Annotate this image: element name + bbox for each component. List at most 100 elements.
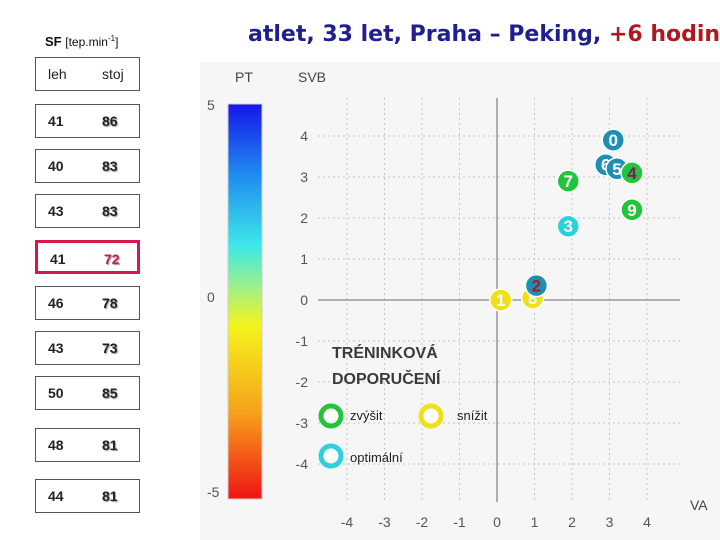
pt-color-bar — [227, 103, 263, 500]
data-point-label: 4 — [627, 164, 637, 183]
data-point-label: 5 — [612, 160, 621, 179]
sf-value-leh: 50 — [48, 385, 64, 401]
legend-swatch-increase — [318, 403, 344, 429]
sf-table-row: 50 85 — [35, 376, 140, 410]
sf-value-leh: 46 — [48, 295, 64, 311]
sf-unit-post: ] — [115, 35, 119, 49]
sf-value-leh: 43 — [48, 203, 64, 219]
data-point-label: 7 — [564, 172, 573, 191]
pt-tick-label: -5 — [207, 484, 220, 500]
va-tick-label: 3 — [606, 514, 614, 530]
data-point-label: 2 — [532, 277, 541, 296]
sf-value-leh: 48 — [48, 437, 64, 453]
sf-label-text: SF — [45, 34, 62, 49]
legend-label-optimal: optimální — [350, 450, 403, 465]
sf-table-row: 40 83 — [35, 149, 140, 183]
sf-header-leh: leh — [48, 66, 67, 82]
va-tick-label: 4 — [643, 514, 651, 530]
data-points: 0 6 5 4 9 7 3 1 82 — [489, 128, 644, 312]
legend: TRÉNINKOVÁ DOPORUČENÍ zvýšit snížit opti… — [318, 343, 488, 469]
svb-tick-label: 4 — [300, 128, 308, 144]
legend-title-line1: TRÉNINKOVÁ — [332, 343, 438, 362]
svb-label: SVB — [298, 69, 326, 85]
sf-table-row: 44 81 — [35, 479, 140, 513]
sf-table-row: 43 83 — [35, 194, 140, 228]
data-point-marker — [556, 214, 580, 238]
svb-tick-label: -2 — [296, 374, 309, 390]
va-tick-label: 2 — [568, 514, 576, 530]
sf-value-stoj: 83 — [102, 158, 118, 174]
sf-table-row: 48 81 — [35, 428, 140, 462]
data-point-marker — [489, 288, 513, 312]
pt-label: PT — [235, 69, 253, 85]
data-point-4: 4 — [620, 161, 644, 185]
data-point-7: 7 — [556, 169, 580, 193]
data-point-marker — [620, 198, 644, 222]
pt-tick-label: 0 — [207, 289, 215, 305]
data-point-marker — [524, 273, 549, 298]
data-point-label: 1 — [496, 291, 505, 310]
sf-value-stoj: 81 — [102, 488, 118, 504]
sf-value-stoj: 85 — [102, 385, 118, 401]
sf-table-header: leh stoj — [35, 57, 140, 91]
sf-value-leh: 41 — [50, 251, 66, 267]
title-main: atlet, 33 let, Praha – Peking, — [248, 22, 609, 47]
data-point-label: 6 — [601, 156, 610, 175]
svb-tick-label: -3 — [296, 415, 309, 431]
data-point-3: 3 — [556, 214, 580, 238]
va-tick-label: -1 — [453, 514, 466, 530]
sf-table-row: 41 72 — [35, 240, 140, 274]
svb-tick-label: 3 — [300, 169, 308, 185]
legend-label-increase: zvýšit — [350, 408, 383, 423]
legend-swatch-decrease — [418, 403, 444, 429]
sf-value-leh: 44 — [48, 488, 64, 504]
data-point-label: 3 — [564, 217, 573, 236]
va-tick-label: 0 — [493, 514, 501, 530]
svb-tick-label: -1 — [296, 333, 309, 349]
data-point-2: 2 — [524, 273, 549, 298]
tick-labels: 5 0 -5 4 3 2 1 0 -1 -2 -3 -4 -4 -3 -2 -1 0 1 2 3 4 — [207, 97, 651, 530]
sf-value-stoj: 73 — [102, 340, 118, 356]
va-tick-label: -4 — [341, 514, 354, 530]
va-tick-label: 1 — [531, 514, 539, 530]
diagram-panel — [200, 62, 720, 540]
data-point-label: 8 — [528, 289, 537, 308]
sf-header-stoj: stoj — [102, 66, 124, 82]
sf-label: SF [tep.min-1] — [45, 34, 118, 49]
sf-table-row: 46 78 — [35, 286, 140, 320]
legend-label-decrease: snížit — [457, 408, 488, 423]
va-tick-label: -2 — [416, 514, 429, 530]
sf-value-stoj: 78 — [102, 295, 118, 311]
legend-title-line2: DOPORUČENÍ — [332, 369, 441, 388]
data-point-0: 0 — [601, 128, 625, 152]
sf-value-leh: 41 — [48, 113, 64, 129]
va-label: VA — [690, 497, 708, 513]
data-point-9: 9 — [620, 198, 644, 222]
sf-table-row: 41 86 — [35, 104, 140, 138]
page-title: atlet, 33 let, Praha – Peking, +6 hodin — [248, 22, 720, 47]
sf-unit-pre: [tep.min — [65, 35, 108, 49]
svb-tick-label: -4 — [296, 456, 309, 472]
sf-value-stoj: 81 — [102, 437, 118, 453]
sf-value-stoj: 83 — [102, 203, 118, 219]
sf-value-stoj: 72 — [104, 251, 120, 267]
data-point-marker — [601, 128, 625, 152]
sf-value-leh: 43 — [48, 340, 64, 356]
data-point-label: 9 — [627, 201, 636, 220]
data-point-marker — [556, 169, 580, 193]
svb-tick-label: 2 — [300, 210, 308, 226]
data-point-label: 0 — [609, 131, 618, 150]
data-point-marker — [620, 161, 644, 185]
legend-swatch-optimal — [318, 443, 344, 469]
data-point-1: 1 — [489, 288, 513, 312]
svb-tick-label: 0 — [300, 292, 308, 308]
svb-tick-label: 1 — [300, 251, 308, 267]
va-tick-label: -3 — [378, 514, 391, 530]
sf-value-stoj: 86 — [102, 113, 118, 129]
sf-value-leh: 40 — [48, 158, 64, 174]
sf-unit-sup: -1 — [107, 34, 116, 43]
title-highlight: +6 hodin — [608, 22, 720, 47]
sf-table-row: 43 73 — [35, 331, 140, 365]
pt-tick-label: 5 — [207, 97, 215, 113]
